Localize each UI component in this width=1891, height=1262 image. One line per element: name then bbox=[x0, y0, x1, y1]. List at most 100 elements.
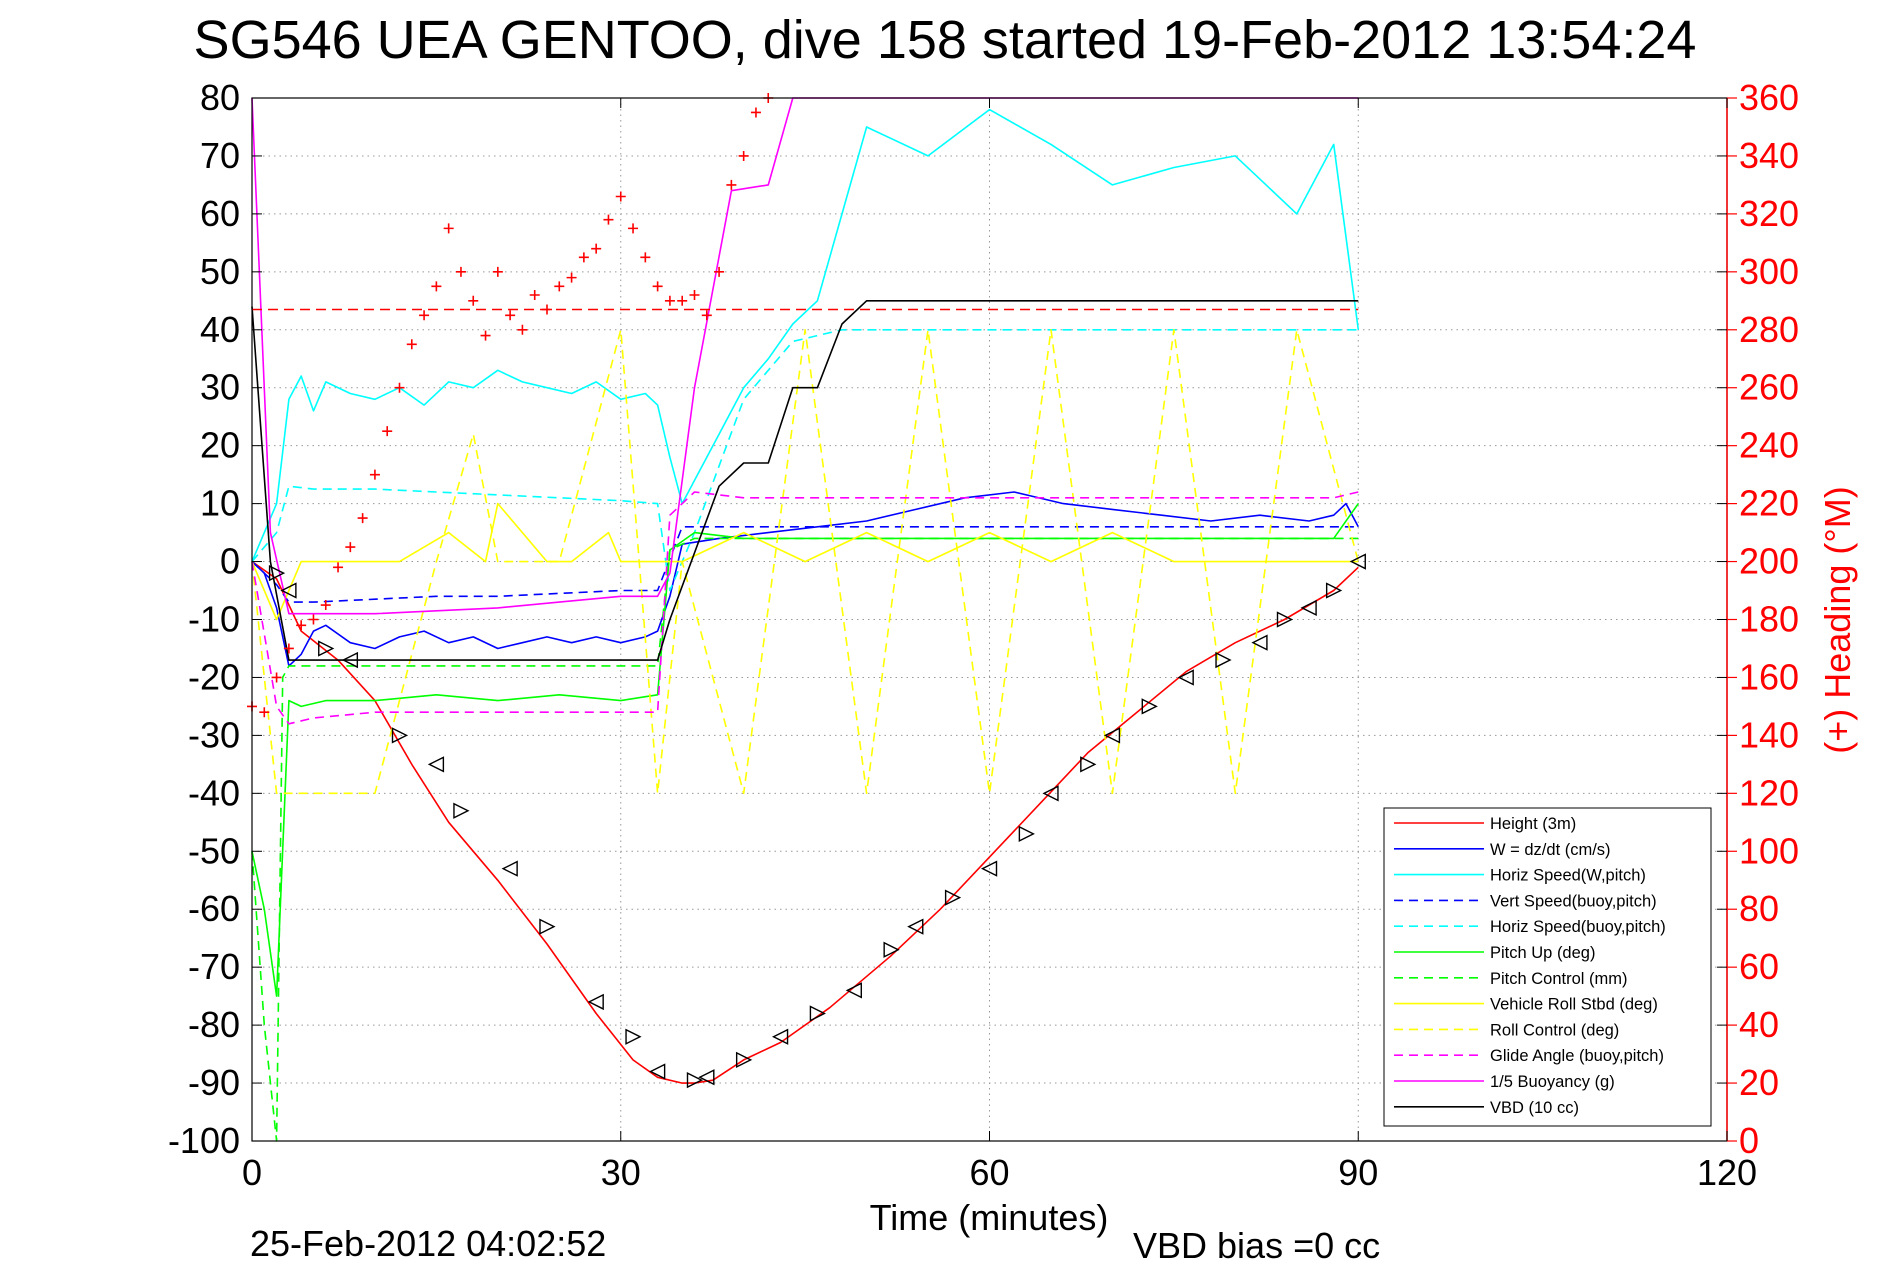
series-layer bbox=[251, 97, 1360, 1142]
depth-marker bbox=[1042, 785, 1059, 802]
heading-point bbox=[431, 281, 442, 292]
depth-marker bbox=[1177, 669, 1194, 686]
y2-axis-label: (+) Heading (°M) bbox=[1817, 486, 1858, 753]
depth-marker bbox=[453, 802, 470, 819]
y-tick-label: 10 bbox=[200, 483, 240, 524]
depth-marker bbox=[698, 1069, 715, 1086]
heading-point bbox=[271, 672, 282, 683]
legend-label: Pitch Up (deg) bbox=[1490, 944, 1595, 962]
heading-point bbox=[677, 295, 688, 306]
heading-point bbox=[714, 266, 725, 277]
heading-point bbox=[591, 243, 602, 254]
heading-point bbox=[308, 614, 319, 625]
depth-marker bbox=[341, 651, 359, 669]
heading-point bbox=[701, 310, 712, 321]
depth-marker bbox=[771, 1028, 789, 1045]
heading-point bbox=[554, 281, 565, 292]
heading-point bbox=[542, 304, 552, 315]
legend-label: Glide Angle (buoy,pitch) bbox=[1490, 1047, 1664, 1065]
heading-point bbox=[394, 382, 405, 393]
heading-point bbox=[468, 295, 479, 306]
y-tick-label: 0 bbox=[220, 541, 240, 582]
heading-point bbox=[296, 620, 307, 631]
heading-point bbox=[664, 295, 675, 306]
depth-marker bbox=[1276, 611, 1294, 628]
heading-layer bbox=[247, 93, 1359, 718]
y2-tick-label: 300 bbox=[1739, 251, 1799, 292]
y-tick-label: 40 bbox=[200, 309, 240, 350]
depth-marker bbox=[280, 582, 297, 599]
heading-point bbox=[492, 266, 503, 277]
depth-marker bbox=[501, 860, 518, 877]
heading-point bbox=[333, 562, 344, 573]
depth-marker bbox=[1215, 651, 1232, 669]
series-line-height-3m bbox=[251, 560, 1359, 1084]
depth-marker bbox=[1300, 599, 1317, 617]
depth-marker bbox=[686, 1072, 704, 1089]
depth-marker bbox=[735, 1051, 753, 1069]
legend-label: 1/5 Buoyancy (g) bbox=[1490, 1073, 1615, 1091]
y2-tick-label: 40 bbox=[1739, 1004, 1779, 1045]
legend-label: Horiz Speed(buoy,pitch) bbox=[1490, 918, 1666, 936]
y-tick-label: 60 bbox=[200, 193, 240, 234]
depth-marker bbox=[907, 918, 924, 935]
y2-tick-label: 140 bbox=[1739, 714, 1799, 755]
heading-point bbox=[455, 266, 466, 277]
y2-tick-label: 360 bbox=[1739, 77, 1799, 118]
legend-label: Vehicle Roll Stbd (deg) bbox=[1490, 996, 1658, 1014]
legend: Height (3m) W = dz/dt (cm/s) Horiz Speed(W… bbox=[1383, 807, 1712, 1127]
depth-marker bbox=[944, 889, 962, 906]
y2-tick-label: 160 bbox=[1739, 656, 1799, 697]
depth-marker bbox=[1349, 553, 1366, 570]
y2-tick-label: 120 bbox=[1739, 772, 1799, 813]
x-axis-label: Time (minutes) bbox=[870, 1197, 1109, 1238]
heading-point bbox=[345, 542, 356, 553]
heading-point bbox=[750, 107, 761, 118]
y-tick-label: 80 bbox=[200, 77, 240, 118]
series-line-glide-angle-buoy-pitch bbox=[251, 491, 1359, 725]
y2-tick-label: 240 bbox=[1739, 425, 1799, 466]
series-line-vehicle-roll-stbd-deg bbox=[251, 502, 1359, 621]
heading-point bbox=[419, 310, 430, 321]
depth-marker bbox=[1141, 698, 1158, 715]
depth-marker bbox=[980, 860, 998, 877]
series-line-roll-control-deg bbox=[251, 328, 1360, 795]
y2-tick-label: 20 bbox=[1739, 1062, 1779, 1103]
x-tick-label: 0 bbox=[242, 1152, 262, 1193]
legend-label: W = dz/dt (cm/s) bbox=[1490, 841, 1611, 859]
legend-label: Horiz Speed(W,pitch) bbox=[1490, 867, 1646, 885]
depth-marker bbox=[587, 993, 604, 1011]
depth-marker bbox=[1325, 582, 1343, 599]
y-tick-label: -40 bbox=[188, 772, 240, 813]
y-tick-label: -10 bbox=[188, 599, 240, 640]
x-tick-label: 90 bbox=[1338, 1152, 1378, 1193]
depth-marker bbox=[625, 1028, 642, 1045]
heading-point bbox=[517, 324, 528, 335]
y-tick-label: -80 bbox=[188, 1004, 240, 1045]
tick-layer: 80706050403020100-10-20-30-40-50-60-70-8… bbox=[168, 77, 1799, 1193]
depth-marker bbox=[1103, 727, 1121, 744]
heading-point bbox=[283, 643, 294, 654]
depth-marker bbox=[883, 941, 900, 958]
legend-entries: Height (3m) W = dz/dt (cm/s) Horiz Speed(W… bbox=[1394, 815, 1666, 1117]
depth-marker bbox=[391, 727, 409, 744]
legend-label: Pitch Control (mm) bbox=[1490, 970, 1628, 988]
legend-label: Roll Control (deg) bbox=[1490, 1021, 1619, 1039]
heading-point bbox=[357, 513, 368, 524]
depth-marker bbox=[427, 756, 445, 773]
heading-point bbox=[443, 223, 454, 234]
depth-marker bbox=[649, 1063, 666, 1080]
depth-marker bbox=[268, 565, 286, 582]
y2-tick-label: 180 bbox=[1739, 599, 1799, 640]
heading-point bbox=[652, 281, 663, 292]
heading-point bbox=[382, 426, 393, 437]
heading-point bbox=[738, 150, 749, 161]
y2-tick-label: 100 bbox=[1739, 830, 1799, 871]
legend-box bbox=[1383, 807, 1712, 1127]
depth-marker-layer bbox=[268, 553, 1366, 1089]
y-tick-label: 20 bbox=[200, 425, 240, 466]
heading-point bbox=[578, 252, 589, 263]
y-tick-label: -100 bbox=[168, 1120, 240, 1161]
y2-tick-label: 260 bbox=[1739, 367, 1799, 408]
